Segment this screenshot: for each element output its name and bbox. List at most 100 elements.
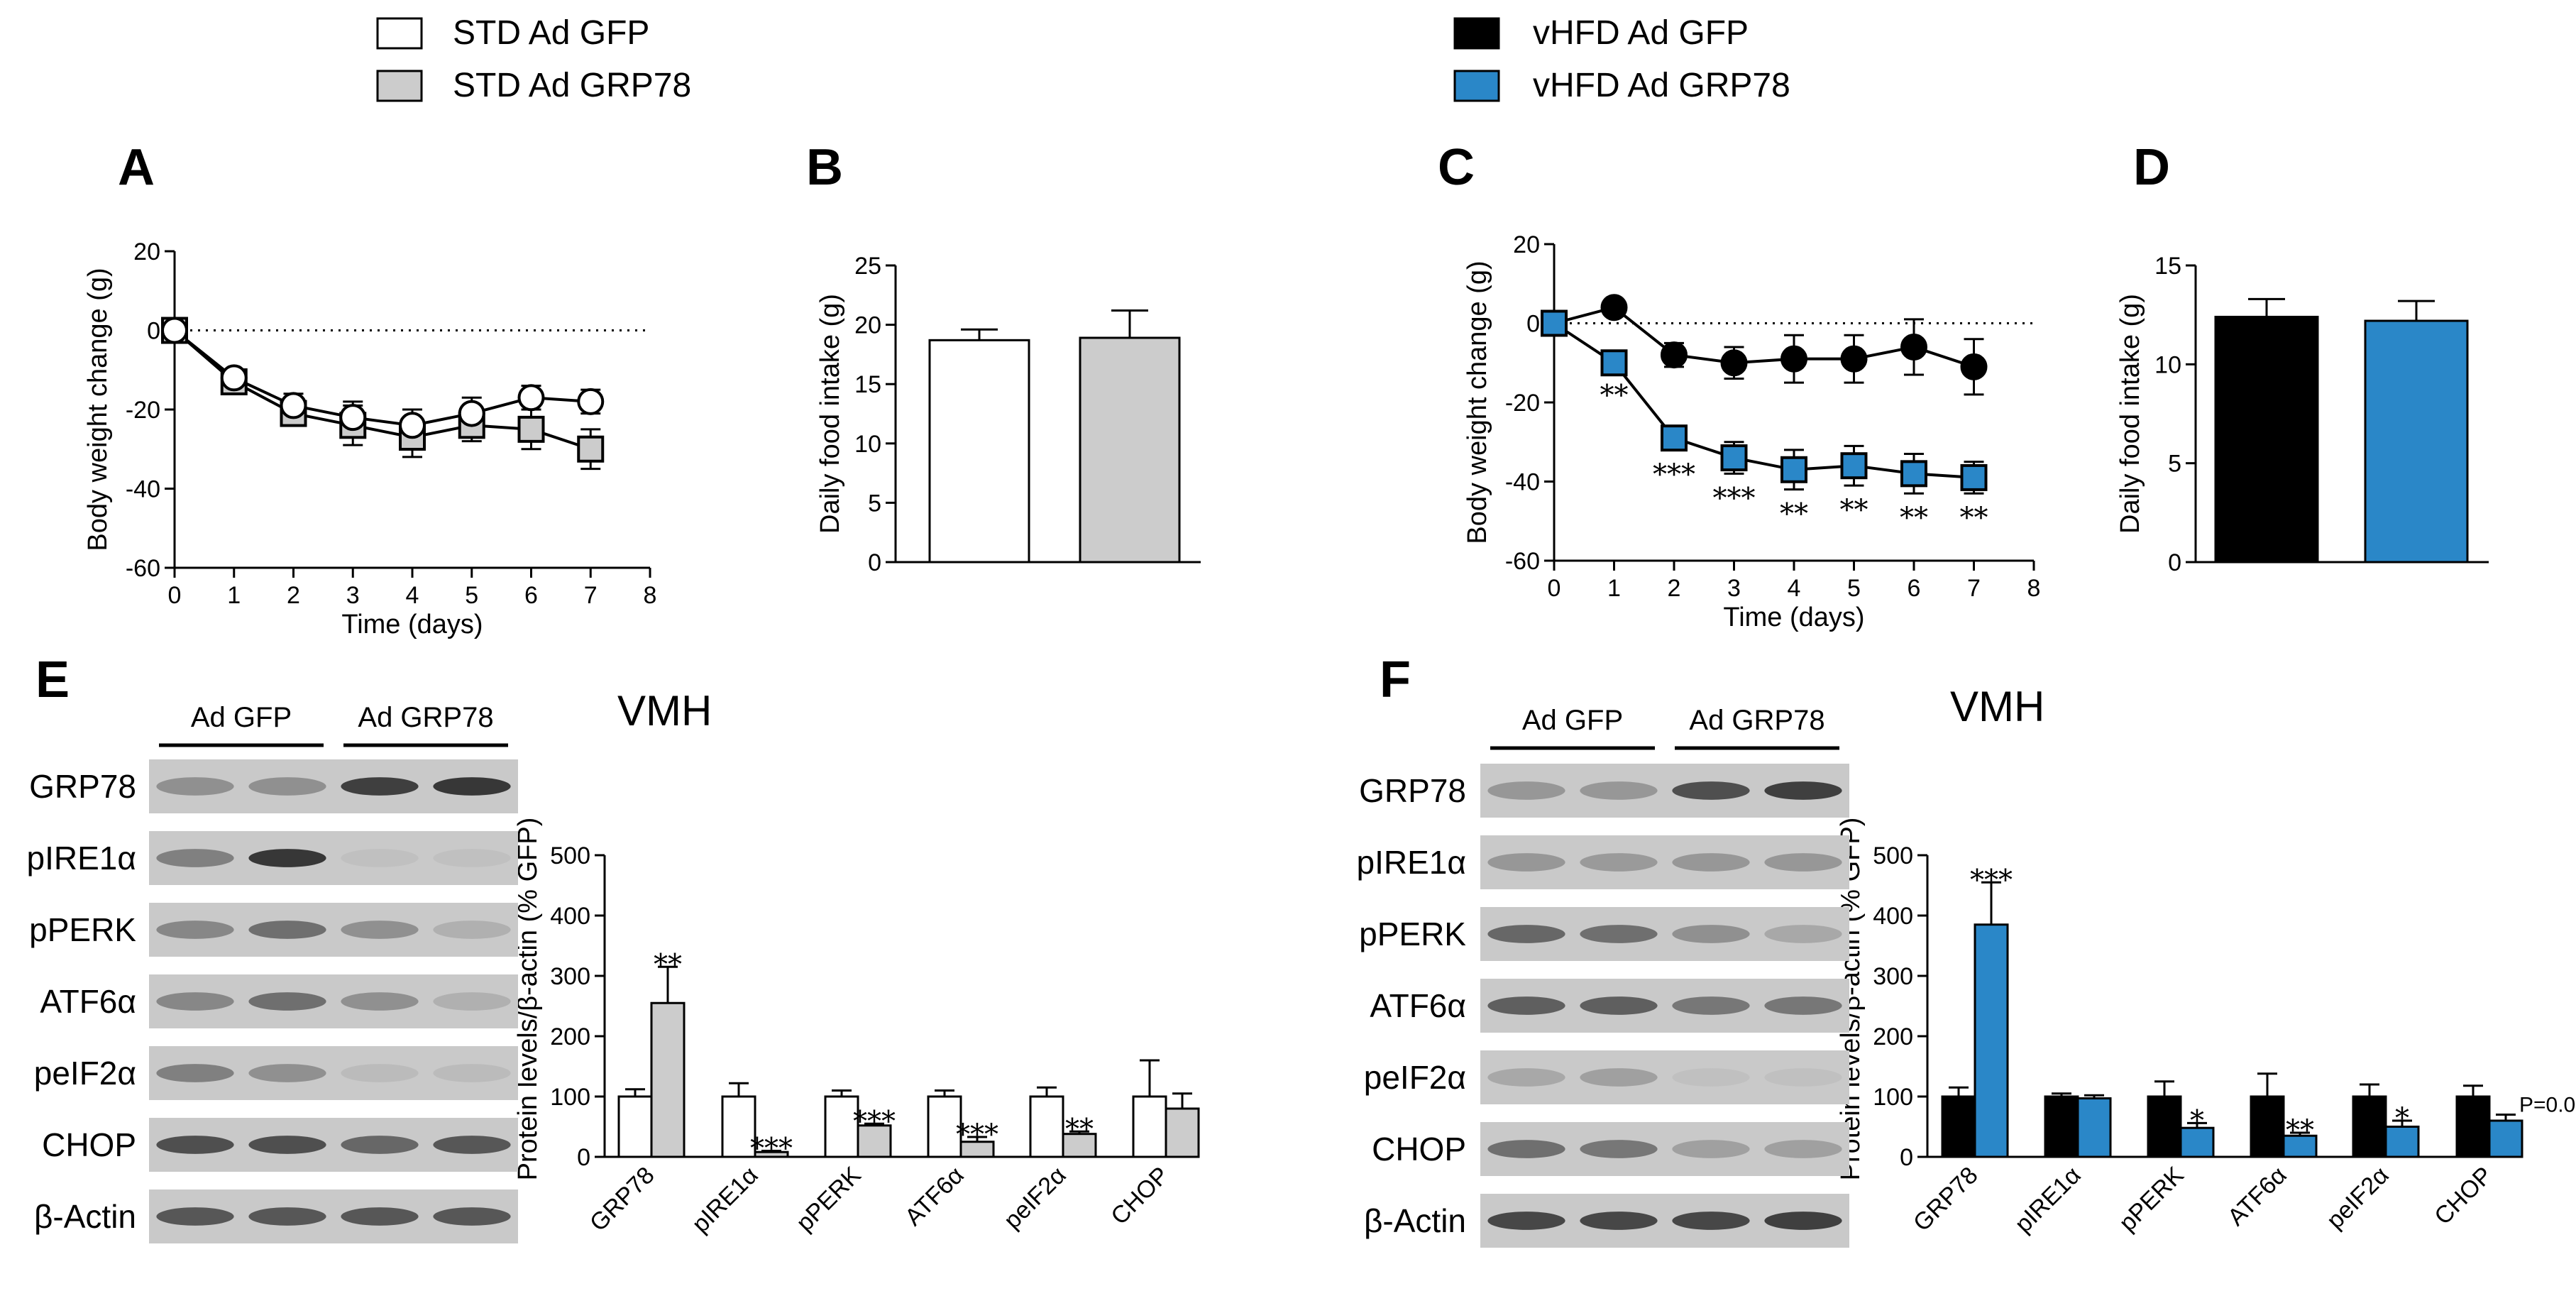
blot-band [1672, 1140, 1750, 1158]
blot-band [156, 1136, 234, 1154]
x-tick-label: 5 [465, 582, 478, 609]
data-point [517, 384, 545, 412]
data-point [161, 317, 188, 344]
blot-band [341, 1207, 419, 1226]
blot-band [156, 1207, 234, 1226]
significance-label: ** [654, 948, 682, 981]
western-blot-e: Ad GFP Ad GRP78 GRP78 pIRE1α pPERK ATF6α peIF2… [27, 702, 518, 1243]
x-tick-label: 4 [406, 582, 419, 609]
blot-group-label: Ad GRP78 [358, 702, 493, 733]
significance-label: ** [1065, 1113, 1094, 1146]
y-tick-label: 10 [854, 431, 881, 458]
blot-band [433, 921, 511, 939]
bar [650, 1001, 686, 1158]
chart-d-food-intake-vhfd: 0 5 10 15 Daily food intake (g) [2115, 253, 2489, 576]
bar-1 [2364, 319, 2469, 564]
legend-std-grp78-label: STD Ad GRP78 [453, 67, 691, 104]
blot-row-label: CHOP [1372, 1131, 1466, 1168]
y-tick-label: 0 [1900, 1144, 1913, 1171]
blot-band [1487, 925, 1565, 943]
chart-c-body-weight-vhfd: -60 -40 -20 0 20 0 1 2 3 4 5 6 7 8 Time (days) Body wei… [1463, 231, 2040, 632]
category-label: peIF2α [998, 1162, 1071, 1234]
blot-band [248, 992, 326, 1011]
legend-vhfd-gfp-label: vHFD Ad GFP [1533, 14, 1749, 52]
y-tick-label: 300 [550, 963, 590, 990]
significance-label: ** [1840, 494, 1868, 527]
blot-row-label: β-Actin [1364, 1202, 1466, 1239]
y-tick-label: -40 [1505, 469, 1540, 496]
bar [1165, 1107, 1200, 1158]
bar [2250, 1095, 2285, 1158]
blot-row-label: GRP78 [1359, 772, 1466, 809]
blot-band [248, 1064, 326, 1082]
blot-row-label: GRP78 [29, 768, 136, 805]
bar [2384, 1126, 2420, 1158]
blot-band [341, 921, 419, 939]
data-point [1900, 333, 1927, 361]
y-tick-label: 300 [1873, 963, 1913, 990]
bar-0 [928, 339, 1030, 564]
legend-std-gfp-label: STD Ad GFP [453, 14, 649, 52]
y-tick-label: 10 [2154, 351, 2181, 378]
blot-band [1672, 1068, 1750, 1087]
bar-1 [1079, 336, 1181, 564]
blot-band [1580, 781, 1658, 800]
blot-band [341, 849, 419, 867]
category-label: CHOP [2429, 1162, 2497, 1230]
blot-band [248, 1136, 326, 1154]
data-point [458, 400, 485, 427]
data-point [517, 415, 545, 443]
data-point [577, 388, 605, 415]
chart-a-body-weight-std: -60 -40 -20 0 20 0 1 2 3 4 5 6 7 8 Time (days) Body wei… [83, 238, 656, 639]
data-point [220, 364, 248, 392]
x-tick-label: 1 [227, 582, 241, 609]
significance-label: *** [1713, 482, 1756, 515]
significance-label: ** [1960, 502, 1988, 534]
blot-band [1672, 853, 1750, 872]
y-tick-label: 0 [868, 549, 881, 576]
legend-vhfd-grp78-swatch [1453, 70, 1500, 102]
x-tick-label: 2 [287, 582, 300, 609]
x-tick-label: 6 [1908, 575, 1921, 602]
y-tick-label: -60 [1505, 548, 1540, 575]
blot-band [433, 849, 511, 867]
blot-band [1487, 996, 1565, 1015]
blot-band [1672, 1212, 1750, 1230]
y-tick-label: 400 [550, 903, 590, 930]
y-tick-label: 0 [577, 1144, 590, 1171]
blot-row-label: pIRE1α [1357, 844, 1466, 881]
significance-label: *** [750, 1133, 793, 1165]
blot-band [1764, 925, 1842, 943]
vmh-title-e: VMH [617, 687, 712, 735]
blot-band [1580, 1140, 1658, 1158]
chart-b-food-intake-std: 0 5 10 15 20 25 Daily food intake (g) [815, 253, 1201, 576]
significance-label: * [2190, 1104, 2204, 1137]
bar [2282, 1134, 2318, 1158]
panel-label-f: F [1380, 652, 1411, 708]
bar [721, 1095, 756, 1158]
category-label: pIRE1α [2010, 1162, 2086, 1238]
category-label: pPERK [2114, 1162, 2189, 1237]
bar [1132, 1095, 1167, 1158]
y-tick-label: 400 [1873, 903, 1913, 930]
data-point [399, 412, 426, 439]
blot-band [1580, 925, 1658, 943]
y-axis-label: Body weight change (g) [83, 268, 113, 551]
blot-band [1764, 781, 1842, 800]
legend-vhfd: vHFD Ad GFP vHFD Ad GRP78 [1453, 14, 1790, 104]
blot-row-label: CHOP [42, 1126, 136, 1163]
y-tick-label: 20 [854, 312, 881, 339]
bar [2488, 1119, 2523, 1158]
data-point [1661, 424, 1688, 452]
blot-band [433, 1207, 511, 1226]
y-tick-label: 0 [2168, 549, 2181, 576]
blot-row-label: ATF6α [1370, 987, 1466, 1024]
panel-label-d: D [2133, 139, 2170, 196]
x-axis-label: Time (days) [1723, 603, 1864, 632]
category-label: ATF6α [2223, 1162, 2292, 1231]
blot-band [1580, 853, 1658, 872]
significance-label: *** [1970, 864, 2013, 896]
x-tick-label: 1 [1607, 575, 1621, 602]
